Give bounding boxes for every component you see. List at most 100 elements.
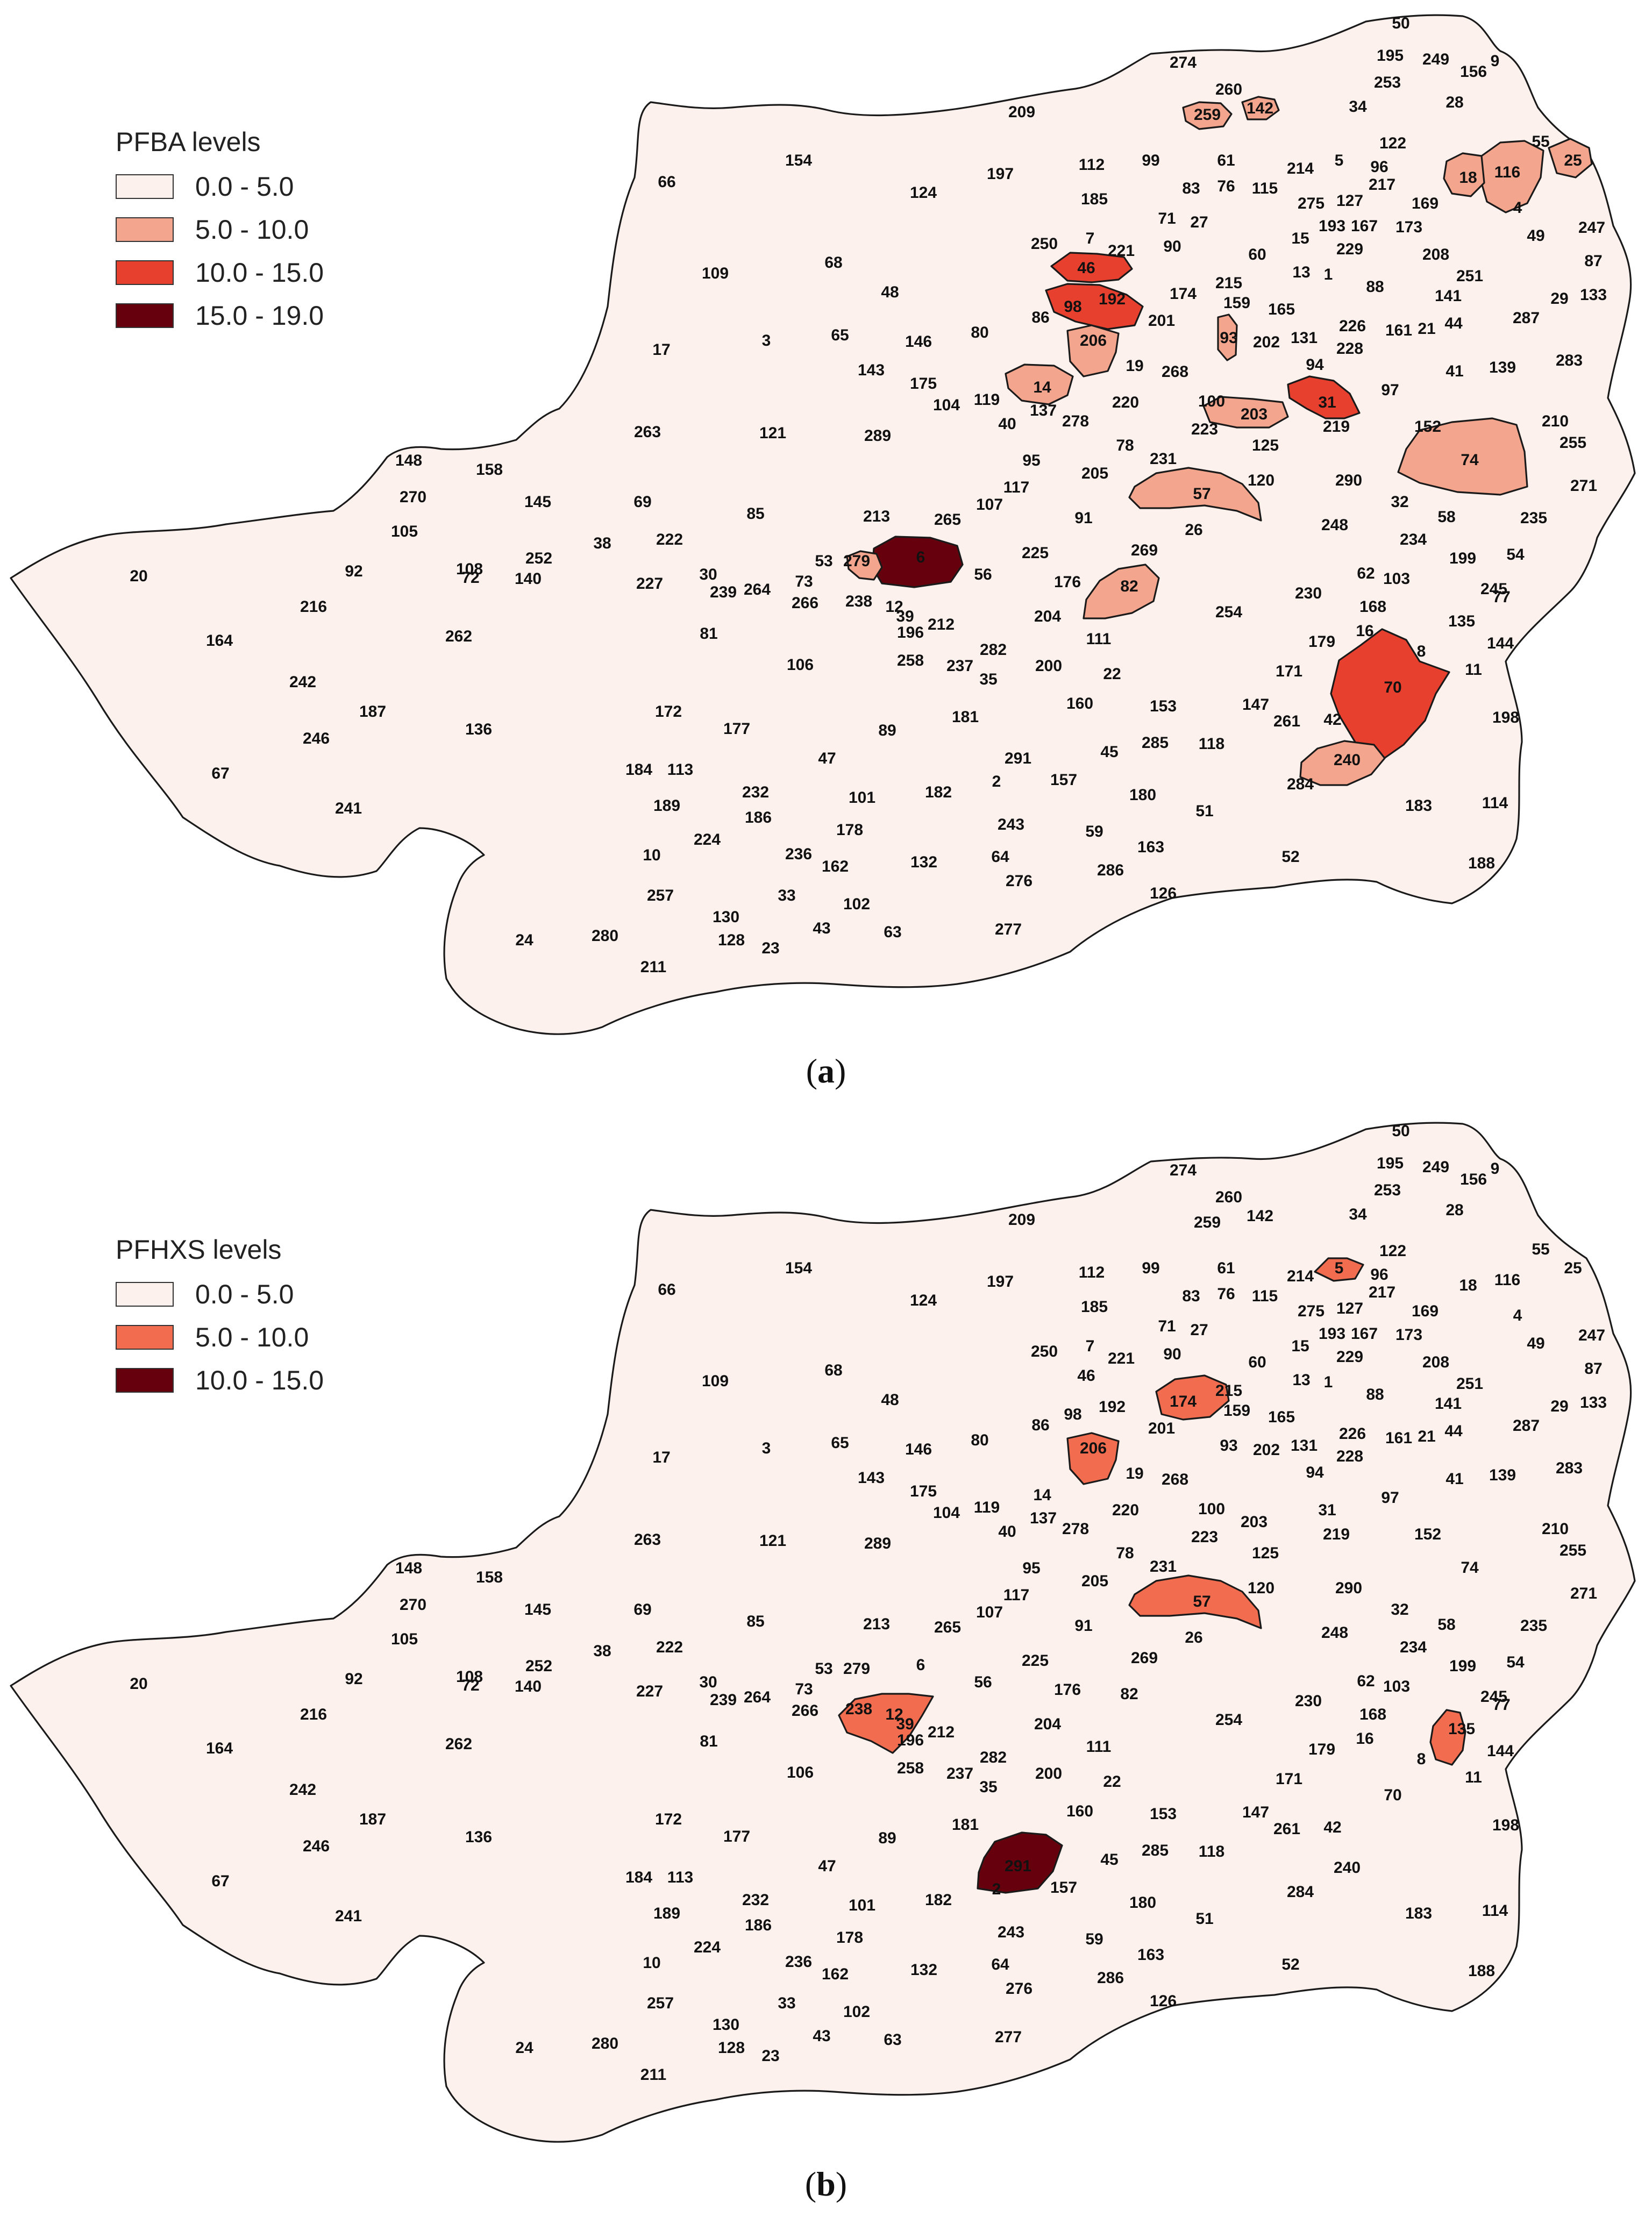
region-31-highlight[interactable] (1287, 375, 1361, 419)
region-label-109: 109 (702, 265, 729, 282)
region-label-247: 247 (1578, 1327, 1605, 1344)
region-116-highlight[interactable] (1479, 140, 1544, 213)
region-label-215: 215 (1215, 274, 1242, 292)
region-label-116: 116 (1494, 163, 1520, 181)
region-291-highlight[interactable] (977, 1831, 1063, 1894)
region-label-226: 226 (1339, 317, 1366, 335)
region-label-29: 29 (1550, 1398, 1568, 1415)
region-label-234: 234 (1400, 531, 1427, 548)
region-label-156: 156 (1460, 1171, 1487, 1188)
region-label-21: 21 (1418, 320, 1435, 338)
region-label-47: 47 (818, 750, 836, 767)
region-279-highlight[interactable] (846, 550, 883, 581)
region-46-highlight[interactable] (1050, 252, 1133, 283)
region-label-266: 266 (792, 594, 818, 612)
region-label-199: 199 (1449, 550, 1476, 567)
region-142-highlight[interactable] (1241, 96, 1280, 120)
pfba-map-panel: 50 195 249 156 9 274 260 253 28 34 259 142 209 122 55 2… (0, 0, 1652, 1043)
region-206-highlight[interactable] (1066, 324, 1120, 377)
region-label-14: 14 (1033, 1486, 1051, 1504)
region-label-101: 101 (849, 1897, 875, 1914)
region-label-60: 60 (1248, 1353, 1266, 1371)
region-label-255: 255 (1560, 434, 1586, 452)
region-174-highlight[interactable] (1155, 1374, 1230, 1421)
region-25-highlight[interactable] (1548, 138, 1593, 179)
region-label-254: 254 (1215, 1711, 1242, 1729)
region-label-83: 83 (1182, 1287, 1200, 1305)
region-label-144: 144 (1487, 1742, 1514, 1760)
region-label-103: 103 (1383, 1678, 1410, 1695)
region-label-105: 105 (391, 1630, 418, 1648)
region-label-158: 158 (476, 1569, 503, 1586)
region-label-72: 72 (461, 569, 479, 587)
region-label-203: 203 (1241, 405, 1268, 423)
region-label-102: 102 (843, 2003, 870, 2021)
region-label-261: 261 (1273, 1820, 1300, 1838)
region-label-259: 259 (1194, 1214, 1221, 1231)
region-206-highlight[interactable] (1066, 1432, 1120, 1485)
region-label-95: 95 (1022, 1559, 1040, 1577)
region-label-97: 97 (1381, 1489, 1399, 1507)
region-259-highlight[interactable] (1182, 101, 1233, 130)
region-label-261: 261 (1273, 712, 1300, 730)
region-240-highlight[interactable] (1299, 740, 1386, 786)
region-label-108: 108 (456, 1668, 483, 1686)
region-label-44: 44 (1444, 1422, 1463, 1440)
region-label-157: 157 (1050, 771, 1077, 789)
region-label-126: 126 (1150, 885, 1177, 902)
region-label-201: 201 (1148, 1420, 1175, 1437)
region-57-highlight[interactable] (1128, 467, 1262, 522)
region-label-65: 65 (831, 1434, 849, 1452)
region-5-highlight[interactable] (1314, 1257, 1364, 1282)
region-label-29: 29 (1550, 290, 1568, 308)
region-12-highlight[interactable] (838, 1693, 934, 1754)
region-203-highlight[interactable] (1202, 396, 1289, 429)
region-label-60: 60 (1248, 246, 1266, 263)
region-label-238: 238 (845, 1700, 872, 1718)
region-label-212: 212 (928, 1723, 955, 1741)
region-18-highlight[interactable] (1443, 152, 1485, 197)
region-label-211: 211 (640, 2066, 666, 2084)
region-label-61: 61 (1217, 152, 1235, 169)
region-label-229: 229 (1336, 240, 1363, 258)
region-82-highlight[interactable] (1083, 564, 1160, 619)
legend-swatch (116, 260, 174, 285)
region-label-289: 289 (864, 1535, 891, 1552)
region-label-135: 135 (1448, 1720, 1475, 1738)
region-98-highlight[interactable] (1045, 283, 1144, 330)
region-label-222: 222 (656, 1638, 683, 1656)
region-label-209: 209 (1008, 1211, 1035, 1229)
region-93-highlight[interactable] (1217, 313, 1238, 361)
region-label-117: 117 (1003, 479, 1029, 496)
region-label-178: 178 (836, 821, 863, 839)
region-74-highlight[interactable] (1397, 417, 1528, 496)
region-label-185: 185 (1081, 1298, 1108, 1316)
region-label-51: 51 (1195, 1910, 1213, 1928)
region-label-73: 73 (795, 1680, 813, 1698)
region-label-127: 127 (1336, 192, 1363, 210)
region-57-highlight[interactable] (1128, 1574, 1262, 1629)
region-14-highlight[interactable] (1005, 363, 1074, 405)
region-label-54: 54 (1506, 1653, 1525, 1671)
region-70-highlight[interactable] (1330, 628, 1450, 765)
region-label-18: 18 (1459, 169, 1477, 187)
region-label-136: 136 (465, 721, 492, 738)
region-label-59: 59 (1085, 823, 1103, 840)
region-label-226: 226 (1339, 1425, 1366, 1443)
region-label-125: 125 (1252, 1544, 1279, 1562)
region-label-22: 22 (1103, 1773, 1121, 1791)
region-label-210: 210 (1542, 1520, 1569, 1538)
region-label-283: 283 (1556, 352, 1583, 369)
region-label-164: 164 (206, 632, 233, 650)
region-label-268: 268 (1162, 363, 1188, 381)
region-label-260: 260 (1215, 81, 1242, 98)
region-label-142: 142 (1247, 99, 1273, 117)
region-label-2: 2 (992, 1880, 1001, 1898)
region-label-10: 10 (643, 846, 660, 864)
region-label-182: 182 (925, 1891, 952, 1909)
region-135-highlight[interactable] (1429, 1709, 1466, 1766)
region-label-38: 38 (593, 534, 611, 552)
region-label-91: 91 (1074, 509, 1092, 527)
region-label-78: 78 (1116, 1544, 1134, 1562)
